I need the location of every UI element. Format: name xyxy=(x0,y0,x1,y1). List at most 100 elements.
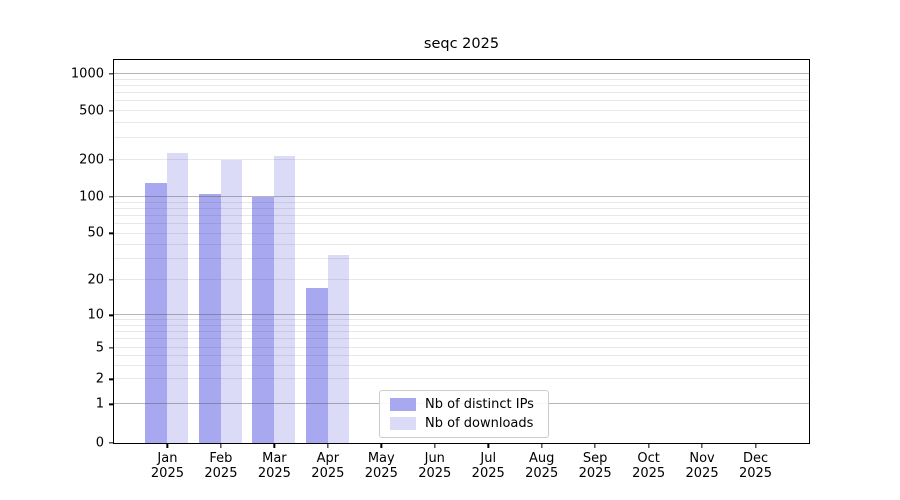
y-tick-5 xyxy=(108,347,114,349)
gridline-major-10 xyxy=(114,314,809,316)
gridline-minor-80 xyxy=(114,207,809,209)
y-tick-label-20: 20 xyxy=(87,272,104,288)
x-tick-apr xyxy=(327,443,329,448)
bar-apr-nb-of-distinct-ips xyxy=(305,288,328,443)
gridline-major-100 xyxy=(114,196,809,198)
y-tick-20 xyxy=(108,279,114,281)
x-tick-year: 2025 xyxy=(471,465,505,481)
x-tick-month: Jun xyxy=(424,451,445,466)
x-tick-year: 2025 xyxy=(257,465,291,481)
bar-jan-nb-of-distinct-ips xyxy=(145,182,168,443)
y-tick-1000 xyxy=(108,73,114,75)
x-tick-feb xyxy=(220,443,222,448)
gridline-minor-200 xyxy=(114,158,809,160)
x-tick-year: 2025 xyxy=(418,465,452,481)
bar-feb-nb-of-distinct-ips xyxy=(198,193,221,443)
gridline-minor-50 xyxy=(114,232,809,234)
legend: Nb of distinct IPs Nb of downloads xyxy=(379,390,549,438)
gridline-minor-70 xyxy=(114,214,809,216)
bar-feb-nb-of-downloads xyxy=(220,159,242,443)
x-tick-label-dec: Dec 2025 xyxy=(738,451,773,481)
x-tick-month: Sep xyxy=(582,451,608,466)
x-tick-month: May xyxy=(367,451,395,466)
gridline-minor-2 xyxy=(114,378,809,380)
x-tick-label-apr: Apr 2025 xyxy=(311,451,345,481)
y-tick-500 xyxy=(108,109,114,112)
x-tick-label-sep: Sep 2025 xyxy=(578,451,612,481)
x-tick-year: 2025 xyxy=(578,465,612,481)
y-tick-100 xyxy=(108,196,114,198)
legend-swatch-downloads xyxy=(390,417,416,430)
legend-swatch-distinct-ips xyxy=(390,398,416,411)
x-tick-month: Apr xyxy=(316,451,340,466)
gridline-minor-40 xyxy=(114,243,809,245)
gridline-minor-4 xyxy=(114,354,809,356)
x-tick-month: Dec xyxy=(742,451,769,466)
x-tick-jun xyxy=(434,443,436,448)
y-tick-label-1: 1 xyxy=(95,396,104,412)
x-tick-month: Mar xyxy=(262,451,287,466)
gridline-minor-8 xyxy=(114,324,809,326)
gridline-minor-400 xyxy=(114,121,809,123)
legend-item-downloads: Nb of downloads xyxy=(390,416,534,431)
x-tick-label-may: May 2025 xyxy=(364,451,398,481)
x-tick-mar xyxy=(273,443,276,448)
y-tick-0 xyxy=(108,442,114,444)
gridline-minor-20 xyxy=(114,278,809,280)
x-tick-label-feb: Feb 2025 xyxy=(204,451,237,481)
x-tick-label-jan: Jan 2025 xyxy=(150,451,184,481)
gridline-minor-9 xyxy=(114,319,809,321)
x-tick-year: 2025 xyxy=(364,465,398,481)
gridline-minor-6 xyxy=(114,338,809,340)
x-tick-jan xyxy=(166,443,169,448)
y-tick-1 xyxy=(108,403,114,405)
chart-title: seqc 2025 xyxy=(423,36,500,52)
x-tick-year: 2025 xyxy=(738,465,773,481)
gridline-major-1000 xyxy=(114,73,809,75)
x-tick-aug xyxy=(541,443,543,448)
x-tick-month: Feb xyxy=(209,451,233,466)
gridline-minor-500 xyxy=(114,109,809,111)
gridline-minor-700 xyxy=(114,91,809,93)
legend-label-distinct-ips: Nb of distinct IPs xyxy=(425,397,534,412)
x-tick-month: Oct xyxy=(637,451,660,466)
y-tick-label-100: 100 xyxy=(79,189,104,205)
y-tick-10 xyxy=(108,314,114,317)
gridline-minor-600 xyxy=(114,100,809,101)
gridline-minor-90 xyxy=(114,201,809,203)
y-tick-label-0: 0 xyxy=(95,435,104,451)
y-tick-label-5: 5 xyxy=(95,340,104,356)
x-tick-may xyxy=(380,443,382,448)
x-tick-oct xyxy=(647,443,650,448)
bar-mar-nb-of-downloads xyxy=(274,155,296,443)
x-tick-month: Jan xyxy=(157,451,178,466)
legend-item-distinct-ips: Nb of distinct IPs xyxy=(390,397,534,412)
x-tick-sep xyxy=(594,443,596,448)
x-tick-jul xyxy=(487,443,489,448)
x-tick-nov xyxy=(701,443,703,448)
x-tick-label-jun: Jun 2025 xyxy=(418,451,452,481)
x-tick-year: 2025 xyxy=(685,465,719,481)
bar-apr-nb-of-downloads xyxy=(327,254,349,443)
y-tick-200 xyxy=(108,158,114,161)
x-tick-year: 2025 xyxy=(311,465,345,481)
plot-area: 0 1 2 5 10 20 50 100 200 500 1000 Jan 2025 Feb 2025 Ma… xyxy=(71,59,810,480)
gridline-minor-800 xyxy=(114,84,809,86)
x-tick-month: Jul xyxy=(480,451,497,466)
gridline-minor-5 xyxy=(114,347,809,349)
y-tick-label-500: 500 xyxy=(79,103,104,119)
x-tick-month: Nov xyxy=(689,451,715,466)
gridline-minor-900 xyxy=(114,78,809,80)
x-tick-label-nov: Nov 2025 xyxy=(685,451,719,481)
x-tick-label-mar: Mar 2025 xyxy=(257,451,291,481)
gridline-minor-30 xyxy=(114,258,809,260)
y-tick-50 xyxy=(108,232,114,235)
x-tick-year: 2025 xyxy=(632,465,666,481)
y-tick-2 xyxy=(108,378,114,381)
x-tick-label-oct: Oct 2025 xyxy=(632,451,666,481)
x-tick-year: 2025 xyxy=(150,465,184,481)
y-tick-label-50: 50 xyxy=(87,225,104,241)
y-tick-label-1000: 1000 xyxy=(70,66,104,82)
y-tick-label-10: 10 xyxy=(87,307,104,323)
